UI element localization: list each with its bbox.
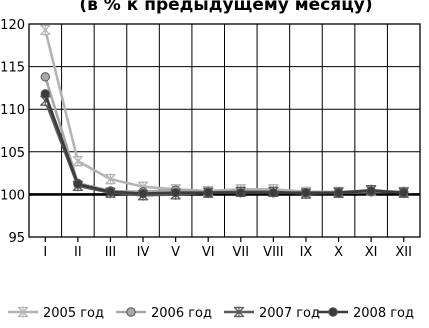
x-tick-label: IX — [300, 245, 313, 260]
data-point — [73, 179, 83, 189]
data-point — [105, 187, 116, 197]
data-point — [138, 188, 148, 199]
x-tick-label: XI — [365, 245, 378, 260]
legend-label: 2008 год — [353, 306, 414, 321]
data-point — [40, 89, 50, 99]
legend-item: 2007 год — [224, 306, 320, 321]
x-tick-label: II — [74, 245, 82, 260]
data-point — [105, 173, 116, 185]
data-point — [170, 187, 181, 198]
marker-shape — [105, 173, 116, 185]
x-tick-label: IV — [137, 245, 150, 260]
y-tick-label: 95 — [8, 231, 25, 246]
legend: 2005 год 2006 год 2007 год 2008 год — [8, 306, 414, 321]
chart-subtitle: (в % к предыдущему месяцу) — [79, 0, 372, 15]
legend-label: 2007 год — [259, 306, 320, 321]
legend-marker — [17, 306, 29, 318]
legend-label: 2005 год — [43, 306, 104, 321]
legend-marker — [126, 307, 136, 317]
legend-item: 2008 год — [318, 306, 414, 321]
x-tick-label: VIII — [263, 245, 283, 260]
data-point — [333, 187, 344, 198]
data-point — [236, 187, 246, 198]
y-tick-label: 110 — [0, 103, 25, 118]
x-tick-label: X — [334, 245, 343, 260]
data-point — [399, 187, 409, 198]
series-4 — [40, 89, 409, 199]
data-point — [268, 187, 279, 198]
x-tick-label: III — [105, 245, 117, 260]
x-tick-label: I — [43, 245, 47, 260]
legend-item: 2006 год — [116, 306, 212, 321]
data-point — [203, 187, 213, 198]
legend-marker — [328, 307, 338, 317]
y-tick-label: 115 — [0, 61, 25, 76]
x-tick-label: XII — [395, 245, 412, 260]
marker-shape — [40, 24, 51, 36]
x-tick-label: VII — [233, 245, 250, 260]
y-tick-label: 120 — [0, 18, 25, 33]
grid-layer — [28, 23, 421, 238]
series-line — [43, 92, 406, 195]
data-point — [40, 24, 51, 36]
data-point — [72, 155, 84, 167]
data-point — [301, 187, 311, 198]
y-tick-label: 100 — [0, 188, 25, 203]
legend-marker — [233, 306, 245, 318]
data-point — [40, 72, 50, 82]
data-point — [366, 186, 376, 196]
x-tick-label: VI — [202, 245, 215, 260]
x-tick-label: V — [171, 245, 180, 260]
y-tick-label: 105 — [0, 146, 25, 161]
series-layer — [40, 24, 409, 201]
legend-label: 2006 год — [151, 306, 212, 321]
legend-item: 2005 год — [8, 306, 104, 321]
